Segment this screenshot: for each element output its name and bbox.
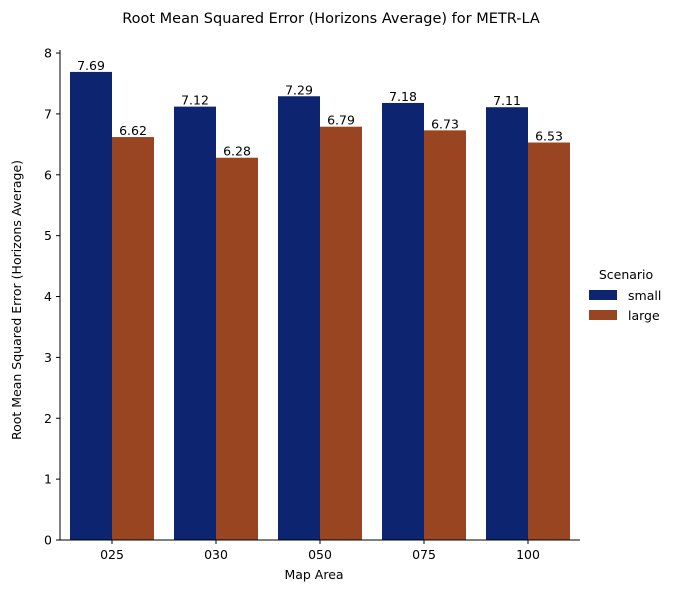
bar-large-030	[216, 157, 258, 540]
x-axis-label: Map Area	[284, 567, 343, 582]
x-tick-label-075: 075	[412, 547, 436, 562]
x-tick-label-100: 100	[516, 547, 540, 562]
bar-large-025	[112, 137, 154, 541]
y-tick-label: 4	[44, 289, 52, 304]
data-label-large-050: 6.79	[327, 113, 355, 128]
legend-title: Scenario	[599, 267, 653, 282]
y-tick-label: 0	[44, 533, 52, 548]
y-tick-label: 8	[44, 46, 52, 61]
bars-layer	[70, 71, 570, 541]
x-axis: 025 030 050 075 100	[60, 539, 580, 562]
y-axis-label: Root Mean Squared Error (Horizons Averag…	[9, 160, 24, 440]
data-label-small-050: 7.29	[285, 82, 313, 97]
data-label-large-100: 6.53	[535, 129, 563, 144]
y-tick-label: 5	[44, 228, 52, 243]
legend-label-small: small	[628, 288, 661, 303]
y-tick-label: 1	[44, 472, 52, 487]
data-label-small-075: 7.18	[389, 89, 417, 104]
y-tick-label: 2	[44, 411, 52, 426]
data-label-small-030: 7.12	[181, 93, 209, 108]
legend-label-large: large	[628, 308, 660, 323]
data-labels-layer: 7.69 6.62 7.12 6.28 7.29 6.79 7.18 6.73 7.11 6.53	[77, 58, 563, 159]
chart-title: Root Mean Squared Error (Horizons Averag…	[122, 11, 540, 27]
bar-small-025	[70, 71, 112, 541]
legend: Scenario small large	[589, 267, 661, 323]
legend-swatch-small	[589, 290, 617, 300]
data-label-small-100: 7.11	[493, 93, 521, 108]
data-label-large-030: 6.28	[223, 144, 251, 159]
data-label-large-025: 6.62	[119, 123, 147, 138]
bar-small-075	[382, 102, 424, 541]
y-tick-label: 6	[44, 167, 52, 182]
legend-swatch-large	[589, 310, 617, 320]
data-label-large-075: 6.73	[431, 116, 459, 131]
bar-small-050	[278, 96, 320, 541]
bar-small-030	[174, 106, 216, 540]
y-tick-label: 3	[44, 350, 52, 365]
y-tick-label: 7	[44, 106, 52, 121]
y-axis: 0 1 2 3 4 5 6 7 8	[44, 46, 61, 548]
bar-large-050	[320, 126, 362, 541]
bar-small-100	[486, 107, 528, 540]
x-tick-label-050: 050	[308, 547, 332, 562]
bar-large-100	[528, 142, 570, 541]
data-label-small-025: 7.69	[77, 58, 105, 73]
x-tick-label-025: 025	[100, 547, 124, 562]
x-tick-label-030: 030	[204, 547, 228, 562]
bar-large-075	[424, 130, 466, 540]
